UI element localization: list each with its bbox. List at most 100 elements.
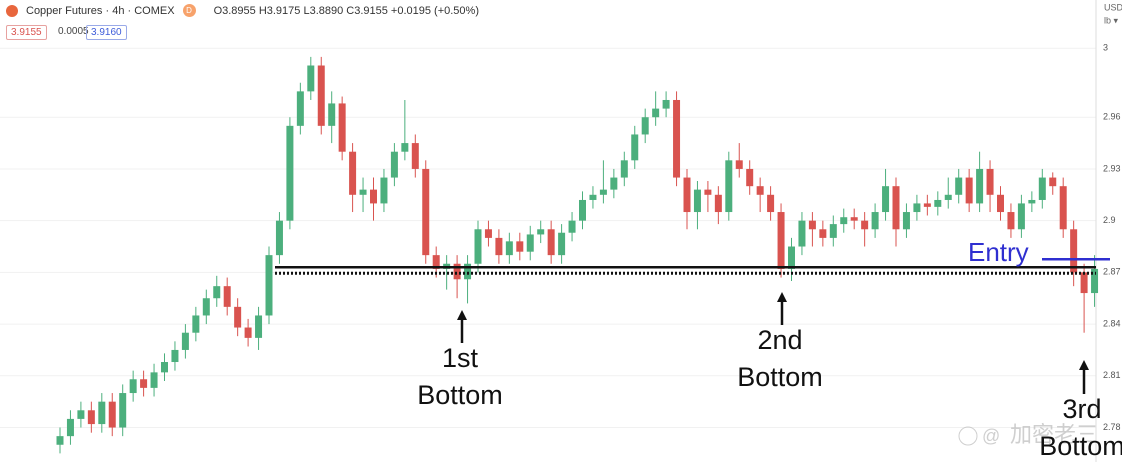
candle-body [840,217,848,225]
candle-body [234,306,242,328]
candle-body [1070,229,1078,273]
candle-body [683,177,691,213]
candle-body [798,220,806,247]
candle-body [788,246,795,269]
bottom-label: Bottom [417,380,503,410]
candle-body [338,103,346,152]
candle-body [777,212,785,269]
candle-body [547,229,555,256]
y-tick-label: 2.9 [1103,215,1116,225]
candle-body [673,99,681,178]
watermark-at: @ [982,426,1000,446]
y-tick-label: 2.84 [1103,318,1121,328]
candle-body [244,327,252,338]
candle-body [140,379,148,388]
candle-body [161,362,168,373]
symbol-icon [6,4,18,17]
ask[interactable]: 3.9160 [86,25,127,40]
candle-body [1007,212,1015,230]
arrow-head [1079,360,1089,370]
candle-body [171,349,179,363]
candle-body [505,241,513,256]
candle-body [923,203,931,207]
candle-body [913,203,921,213]
candle-body [1017,203,1025,230]
bottom-label: Bottom [1039,431,1122,461]
candle-body [589,194,597,200]
candle-body [328,103,336,126]
watermark: 加密老三 [1010,422,1098,447]
candle-body [902,212,910,230]
candle-body [965,177,973,204]
unit: lb ▾ [1104,15,1119,25]
candle-body [725,160,733,213]
candle-body [1038,177,1046,200]
bottom-label: 2nd [757,325,802,355]
bid[interactable]: 3.9155 [6,25,47,40]
candle-body [1080,272,1088,294]
candle-body [944,194,952,200]
candle-body [558,232,566,256]
candle-body [422,168,430,256]
candle-body [464,263,472,280]
candle-body [56,436,64,445]
bottom-label: Bottom [737,362,823,392]
candle-body [1049,177,1057,187]
candle-body [98,401,106,425]
candle-body [997,194,1004,213]
candle-body [296,91,304,126]
y-tick-label: 2.96 [1103,112,1121,122]
candle-body [213,286,221,299]
candle-body [77,410,85,419]
badge: D [182,4,196,17]
candle-body [87,410,95,425]
candle-body [693,189,701,213]
candle-body [516,241,524,252]
candle-body [265,255,273,316]
candle-body [850,217,858,221]
candle-body [119,393,127,428]
candle-body [767,194,775,213]
candle-body [286,125,294,221]
candle-body [526,234,534,252]
candle-body [620,160,628,178]
y-tick-label: 2.93 [1103,163,1121,173]
symbol[interactable]: Copper Futures · 4h · COMEX [26,4,175,17]
spread: 0.0005 [58,26,89,37]
candle-body [652,108,660,118]
y-tick-label: 2.78 [1103,422,1121,432]
candle-body [411,143,419,169]
candle-body [976,168,984,204]
candle-body [223,286,231,307]
candle-body [349,151,357,195]
candle-body [537,229,545,235]
candle-body [808,220,816,230]
candle-body [495,237,503,256]
candle-body [66,418,74,437]
header: Copper Futures · 4h · COMEX D O3.8955 H3… [6,4,479,17]
candle-body [202,298,210,316]
bottom-label: 3rd [1062,394,1101,424]
candle-body [255,315,263,338]
y-tick-label: 2.87 [1103,267,1121,277]
arrow-head [457,310,467,320]
y-tick-label: 2.81 [1103,370,1121,380]
candle-body [474,229,482,264]
candle-body [662,99,670,109]
candle-body [631,134,639,161]
bottom-label: 1st [442,343,479,373]
candle-body [359,189,367,195]
candle-body [704,189,712,195]
candle-body [714,194,722,213]
candle-body [579,199,586,221]
candle-body [370,189,377,204]
candle-body [181,332,189,350]
candle-body [129,379,137,394]
candle-body [641,117,649,135]
candle-body [1028,199,1036,204]
candle-body [307,65,315,92]
candle-body [986,168,994,195]
arrow-head [777,292,787,302]
candle-body [892,186,900,230]
